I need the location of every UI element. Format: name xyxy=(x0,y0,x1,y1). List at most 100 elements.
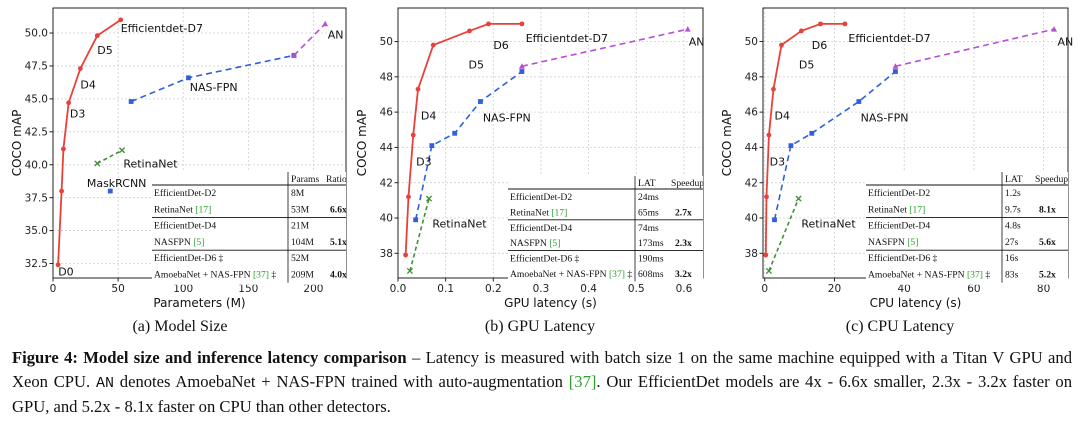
table-model-text: NASFPN xyxy=(510,238,549,249)
efficientdet-series-line xyxy=(764,22,845,256)
retinanet-point-stroke xyxy=(118,147,126,154)
efficientdet-point xyxy=(66,100,72,106)
table-background xyxy=(152,172,346,285)
table-value: 83s xyxy=(1005,270,1019,281)
y-tick-label: 50.0 xyxy=(25,28,48,40)
retinanet-point xyxy=(425,195,433,202)
y-tick-label: 44 xyxy=(380,142,394,154)
efficientdet-point xyxy=(118,17,124,23)
table-model-suffix: ‡ xyxy=(625,269,632,280)
annotation-label: AN xyxy=(1058,36,1074,49)
nasfpn-point xyxy=(856,99,862,104)
x-tick-label: 0 xyxy=(761,283,768,295)
annotation-label: D5 xyxy=(469,58,484,71)
y-tick-label: 42.5 xyxy=(25,126,48,138)
table-model-name: EfficientDet-D4 xyxy=(154,221,216,232)
annotation-label: NAS-FPN xyxy=(190,81,238,94)
efficientdet-point xyxy=(61,146,66,152)
nasfpn-point xyxy=(478,99,483,104)
nasfpn-point xyxy=(128,99,134,104)
nasfpn-point xyxy=(413,217,419,223)
table-model-name: AmoebaNet + NAS-FPN [37] ‡ xyxy=(154,270,276,281)
nasfpn-point xyxy=(452,130,458,136)
y-tick-label: 38 xyxy=(380,248,393,260)
table-model-name: EfficientDet-D6 ‡ xyxy=(868,253,938,264)
table-model-text: RetinaNet xyxy=(868,204,909,215)
table-header: LAT xyxy=(638,178,656,189)
efficientdet-point xyxy=(59,188,64,194)
annotation-label: D4 xyxy=(775,110,790,123)
cpu-latency-chart: 0 20 40 60 80 38 40 42 44 46 48 50 CPU latency (s) CO… xyxy=(720,7,1074,310)
x-axis-label: GPU latency (s) xyxy=(504,296,597,310)
table-model-suffix: ‡ xyxy=(269,270,276,281)
y-tick-label: 37.5 xyxy=(25,192,48,204)
table-value: 24ms xyxy=(638,192,659,203)
annotation-label: AN xyxy=(328,28,344,41)
retinanet-point xyxy=(94,160,101,167)
subcaption-a: (a) Model Size xyxy=(132,318,228,335)
table-header: Ratio xyxy=(326,174,347,185)
table-model-text: AmoebaNet + NAS-FPN xyxy=(510,269,609,280)
caption-label: Figure 4: xyxy=(12,348,78,367)
nasfpn-point xyxy=(186,75,191,81)
nasfpn-point xyxy=(772,217,777,223)
table-ref: [17] xyxy=(909,204,925,215)
y-tick-label: 40 xyxy=(380,213,393,225)
table-value: 209M xyxy=(291,270,314,281)
efficientdet-point xyxy=(764,194,769,200)
amoebanet-point xyxy=(892,63,899,69)
efficientdet-point xyxy=(763,252,769,258)
annotation-label: Efficientdet-D7 xyxy=(121,22,203,35)
table-header: Speedup xyxy=(671,178,704,189)
amoebanet-series-line xyxy=(293,23,326,56)
table-header: Speedup xyxy=(1035,174,1068,185)
y-tick-label: 50 xyxy=(745,36,758,48)
efficientdet-point xyxy=(55,262,61,268)
retinanet-point xyxy=(765,267,772,275)
x-tick-label: 100 xyxy=(173,283,193,295)
retinanet-point-stroke xyxy=(406,267,413,275)
retinanet-series-line xyxy=(96,149,123,165)
table-value: 9.7s xyxy=(1005,204,1021,215)
retinanet-point xyxy=(118,147,126,154)
table-value: 74ms xyxy=(638,223,659,234)
efficientdet-point xyxy=(798,28,804,34)
annotation-label: D6 xyxy=(812,39,827,52)
retinanet-series-line xyxy=(409,198,430,272)
table-model-name: EfficientDet-D2 xyxy=(868,188,930,199)
table-model-name: RetinaNet [17] xyxy=(510,207,567,218)
efficientdet-point xyxy=(771,86,776,92)
y-tick-label: 48 xyxy=(745,71,758,83)
table-ratio: 8.1x xyxy=(1039,204,1056,215)
figure-caption: Figure 4: Model size and inference laten… xyxy=(12,346,1072,419)
annotation-label: Efficientdet-D7 xyxy=(526,32,608,45)
retinanet-point-stroke xyxy=(765,267,772,275)
table-value: 190ms xyxy=(638,254,664,265)
comparison-table: LAT Speedup EfficientDet-D2 24ms RetinaNet [… xyxy=(508,176,704,284)
nasfpn-point xyxy=(429,143,435,149)
table-ratio: 6.6x xyxy=(330,204,347,215)
table-model-name: EfficientDet-D4 xyxy=(868,221,930,232)
caption-an: AN xyxy=(95,374,114,392)
table-model-name: RetinaNet [17] xyxy=(868,204,925,215)
table-value: 104M xyxy=(291,237,314,248)
amoebanet-point xyxy=(684,26,691,32)
retinanet-point xyxy=(795,195,802,202)
amoebanet-series-line xyxy=(895,28,1055,68)
annotation-label: D4 xyxy=(421,110,436,123)
efficientdet-point xyxy=(77,66,83,71)
annotation-label: Efficientdet-D7 xyxy=(848,32,930,45)
efficientdet-point xyxy=(842,21,848,27)
x-tick-label: 0.2 xyxy=(485,283,502,295)
annotation-label: D3 xyxy=(770,156,785,169)
subcaption-c: (c) CPU Latency xyxy=(845,318,955,335)
efficientdet-point xyxy=(818,21,823,27)
amoebanet-point xyxy=(518,63,525,69)
caption-text-2: denotes AmoebaNet + NAS-FPN trained with… xyxy=(119,371,563,391)
annotation-label: D6 xyxy=(493,39,508,52)
caption-ref-link[interactable]: [37] xyxy=(568,371,597,391)
subcaption-b: (b) GPU Latency xyxy=(484,318,596,335)
y-axis-label: COCO mAP xyxy=(355,110,369,177)
y-tick-label: 47.5 xyxy=(25,61,48,73)
efficientdet-point xyxy=(766,132,772,138)
